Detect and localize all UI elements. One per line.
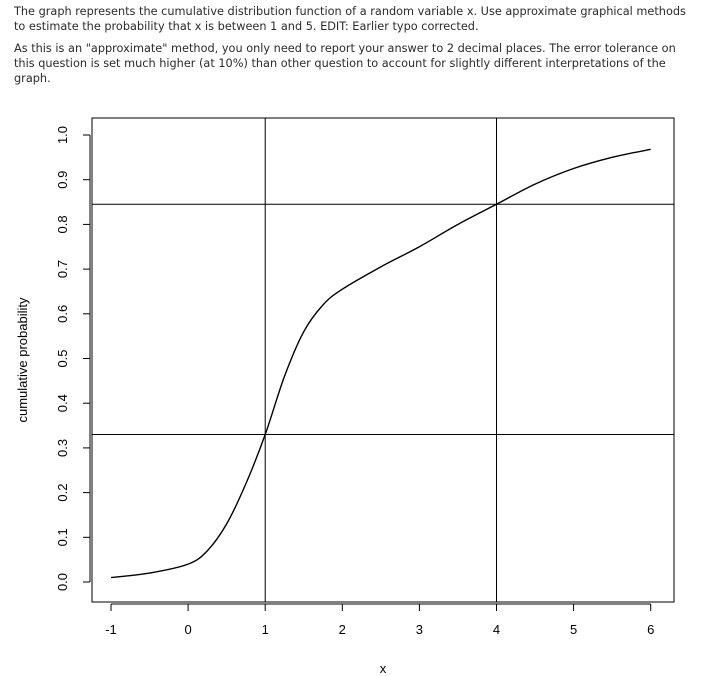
y-tick-label: 0.7 — [55, 260, 70, 278]
question-paragraph-1: The graph represents the cumulative dist… — [14, 5, 686, 33]
plot-frame — [91, 117, 675, 603]
y-tick-label: 0.1 — [55, 528, 70, 546]
y-tick-label: 0.6 — [55, 305, 70, 323]
x-tick-label: 6 — [647, 622, 654, 637]
x-axis-label: x — [380, 661, 387, 676]
question-text: The graph represents the cumulative dist… — [14, 4, 696, 93]
y-tick-label: 1.0 — [55, 126, 70, 144]
cdf-curve — [110, 148, 651, 579]
x-tick-label: -1 — [105, 622, 117, 637]
x-tick-label: 2 — [339, 622, 346, 637]
x-tick-label: 0 — [184, 622, 191, 637]
y-tick-label: 0.5 — [55, 349, 70, 367]
question-paragraph-2: As this is an "approximate" method, you … — [14, 42, 676, 85]
x-tick-label: 3 — [416, 622, 423, 637]
x-tick-label: 4 — [493, 622, 500, 637]
y-axis-label: cumulative probability — [15, 297, 30, 423]
x-tick-label: 1 — [262, 622, 269, 637]
x-tick-label: 5 — [570, 622, 577, 637]
y-tick-label: 0.9 — [55, 171, 70, 189]
y-tick-label: 0.4 — [55, 394, 70, 412]
y-tick-label: 0.8 — [55, 215, 70, 233]
y-tick-label: 0.2 — [55, 484, 70, 502]
y-tick-label: 0.0 — [55, 573, 70, 591]
y-tick-label: 0.3 — [55, 439, 70, 457]
